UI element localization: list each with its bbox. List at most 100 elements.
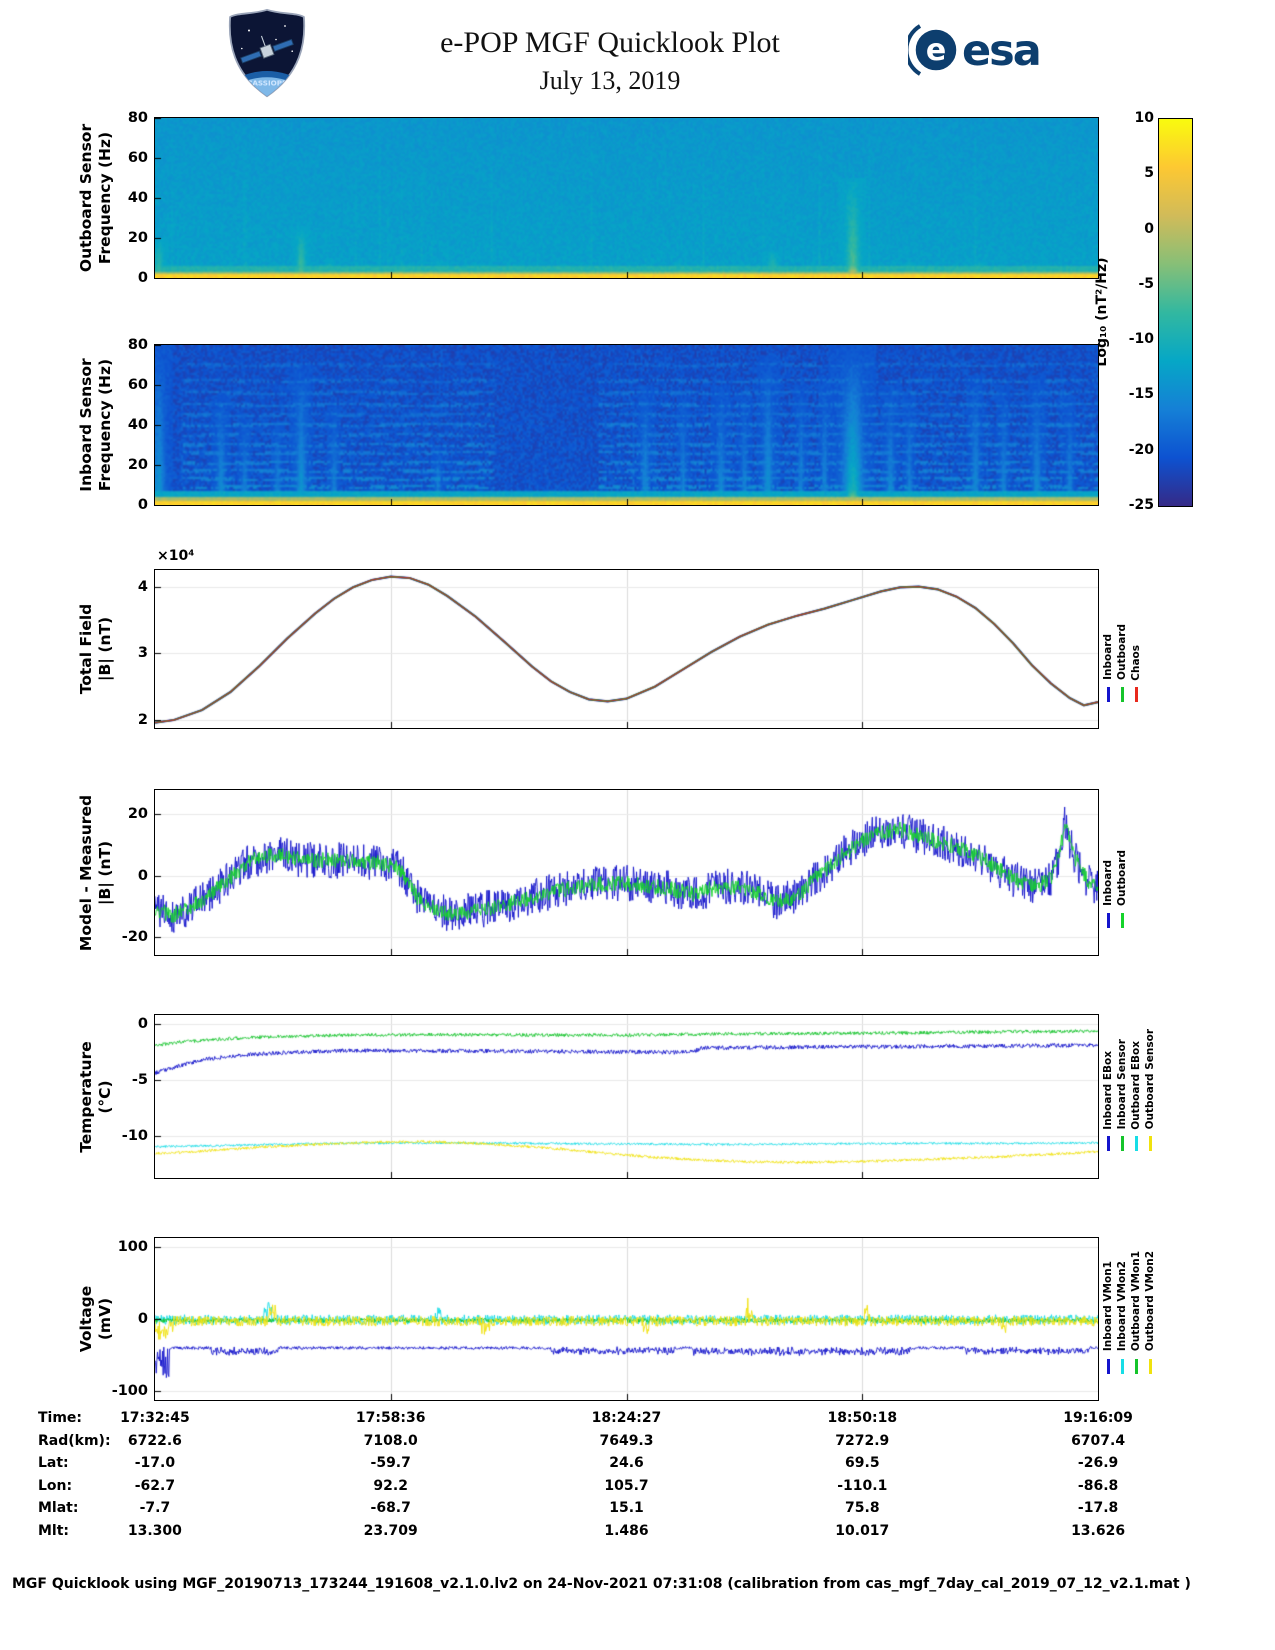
colorbar-tick: -20 [1128,441,1154,458]
ephemeris-value: -62.7 [134,1477,176,1494]
temperature-ytick: 0 [137,1015,148,1032]
ephemeris-row-label: Time: [38,1410,83,1426]
ephemeris-value: 6707.4 [1071,1432,1126,1449]
temperature-ylabel: Temperature (°C) [70,1015,122,1178]
legend-swatch [1135,1358,1138,1374]
ephemeris-value: 92.2 [373,1477,408,1494]
ephemeris-value: 7649.3 [599,1432,654,1449]
ephemeris-value: 23.709 [363,1522,418,1539]
ephemeris-row-values: 6722.6 7108.0 7649.3 7272.9 6707.4 [37,1433,1216,1449]
legend-item: Inboard [1102,860,1114,928]
ephemeris-row: Rad(km): 6722.6 7108.0 7649.3 7272.9 6707.4 [0,1433,1275,1456]
total-field-ytick: 2 [137,712,148,728]
esa-globe-icon [914,28,958,72]
model-minus-measured-plot [154,789,1099,956]
ephemeris-row-label: Mlat: [38,1500,79,1517]
colorbar-tick: -15 [1128,386,1154,403]
colorbar-tick: 10 [1134,110,1154,126]
legend-item: Inboard VMon2 [1116,1261,1128,1374]
esa-logo-graphic: e esa [904,24,1042,76]
inboard-spectrogram-ytick: 0 [137,497,148,513]
ephemeris-value: 17:32:45 [120,1410,190,1426]
cassiope-logo-text: CASSIOPE [247,78,287,87]
outboard-spectrogram-ytick: 40 [127,190,148,206]
legend-item: Outboard Sensor [1144,1029,1156,1152]
satellite-icon [240,35,294,64]
ephemeris-value: 13.300 [127,1522,182,1539]
legend-swatch [1121,687,1124,703]
temperature-plot [154,1014,1099,1179]
ephemeris-row-label: Mlt: [38,1522,70,1539]
ephemeris-value: 75.8 [845,1500,880,1517]
inboard-spectrogram-canvas [155,345,1098,505]
temperature-legend: Inboard EBox Inboard Sensor Outboard EBox O… [1102,1021,1156,1152]
ephemeris-value: 6722.6 [127,1432,182,1449]
outboard-spectrogram-ytick: 0 [137,270,148,286]
legend-swatch [1149,1358,1152,1374]
ephemeris-value: -26.9 [1077,1455,1119,1472]
inboard-spectrogram-ytick: 80 [127,337,148,353]
ephemeris-value: 105.7 [604,1477,649,1494]
ephemeris-row: Mlat: -7.7 -68.7 15.1 75.8 -17.8 [0,1500,1275,1523]
legend-item: Outboard VMon1 [1130,1251,1142,1374]
inboard-spectrogram-ytick: 60 [127,377,148,393]
ephemeris-value: 7108.0 [363,1432,418,1449]
ephemeris-value: 19:16:09 [1063,1410,1133,1426]
ephemeris-row-label: Lat: [38,1455,69,1472]
legend-swatch [1121,913,1124,928]
ephemeris-value: -68.7 [370,1500,411,1517]
model-minus-measured-canvas [155,790,1098,955]
ephemeris-value: 13.626 [1071,1522,1126,1539]
inboard-spectrogram-ytick: 20 [127,457,148,473]
voltage-ytick: -100 [111,1383,148,1400]
ephemeris-row: Time: 17:32:45 17:58:36 18:24:27 18:50:18 19:… [0,1410,1275,1433]
legend-swatch [1149,1136,1152,1152]
colorbar-tick: -10 [1128,331,1154,348]
total-field-ytick: 4 [137,578,148,595]
colorbar-strip [1158,118,1193,507]
legend-item: Outboard [1116,624,1128,703]
legend-label: Chaos [1130,644,1142,681]
ephemeris-row-values: -17.0 -59.7 24.6 69.5 -26.9 [37,1455,1216,1471]
colorbar-tick: 0 [1144,220,1154,237]
ephemeris-row-values: -62.7 92.2 105.7 -110.1 -86.8 [37,1478,1216,1494]
ephemeris-value: -86.8 [1077,1477,1119,1494]
ephemeris-value: 69.5 [845,1455,880,1472]
outboard-spectrogram-plot [154,117,1099,279]
outboard-spectrogram-ytick: 20 [127,230,148,246]
figure-titles: e-POP MGF Quicklook Plot July 13, 2019 [280,24,940,100]
legend-swatch [1135,687,1138,703]
legend-swatch [1107,913,1110,928]
ephemeris-row: Mlt: 13.300 23.709 1.486 10.017 13.626 [0,1523,1275,1546]
outboard-spectrogram-ytick: 80 [127,110,148,126]
colorbar-tick: -5 [1138,275,1154,292]
esa-logo: e esa [904,20,1048,80]
ephemeris-row: Lon: -62.7 92.2 105.7 -110.1 -86.8 [0,1478,1275,1501]
ephemeris-row: Lat: -17.0 -59.7 24.6 69.5 -26.9 [0,1455,1275,1478]
outboard-spectrogram-ytick: 60 [127,150,148,166]
legend-swatch [1107,1136,1110,1152]
ephemeris-value: -59.7 [370,1455,411,1472]
colorbar-tick: 5 [1144,165,1154,182]
voltage-plot [154,1237,1099,1401]
legend-label: Outboard [1116,850,1128,906]
legend-label: Inboard [1102,860,1114,906]
legend-swatch [1135,1136,1138,1152]
legend-item: Chaos [1130,644,1142,703]
esa-globe-letter: e [926,33,946,68]
model-minus-measured-ytick: 0 [137,867,148,884]
total-field-legend: Inboard Outboard Chaos [1102,576,1142,703]
legend-label: Outboard Sensor [1144,1029,1156,1130]
legend-label: Outboard VMon1 [1130,1251,1142,1352]
footer-note: MGF Quicklook using MGF_20190713_173244_… [12,1576,1191,1592]
total-field-plot [154,569,1099,729]
ephemeris-value: 10.017 [835,1522,890,1539]
legend-label: Inboard Sensor [1116,1039,1128,1130]
legend-label: Outboard [1116,624,1128,681]
legend-item: Inboard VMon1 [1102,1261,1114,1374]
legend-label: Inboard VMon1 [1102,1261,1114,1352]
esa-logo-text: esa [962,26,1040,76]
figure-title: e-POP MGF Quicklook Plot [440,26,780,59]
voltage-legend: Inboard VMon1 Inboard VMon2 Outboard VMon1… [1102,1244,1156,1374]
